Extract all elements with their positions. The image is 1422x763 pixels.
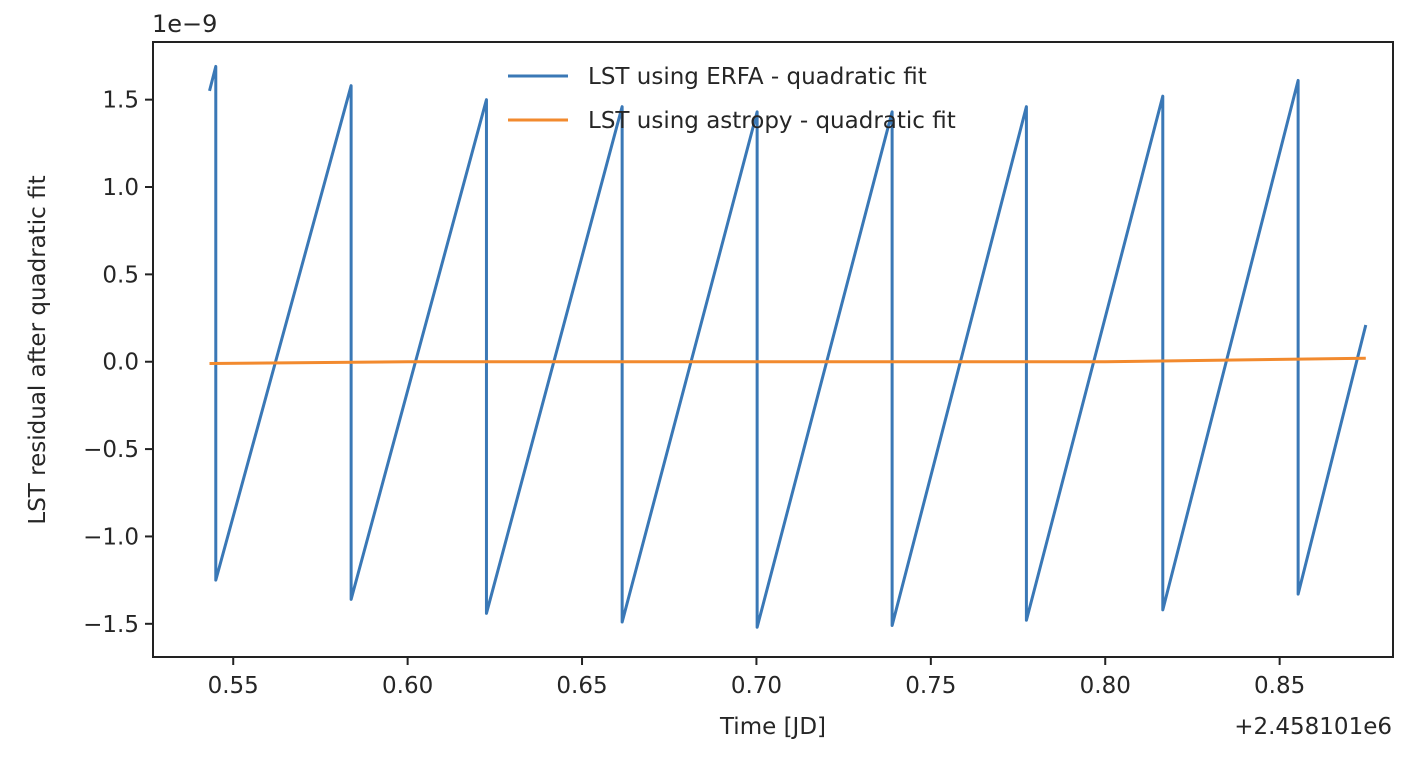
series-line-0 bbox=[208, 64, 1368, 629]
y-tick-label: −0.5 bbox=[83, 437, 139, 463]
y-scale-label: 1e−9 bbox=[152, 10, 217, 38]
x-offset-label: +2.458101e6 bbox=[1234, 714, 1392, 740]
x-tick-label: 0.70 bbox=[731, 673, 782, 699]
y-tick-label: −1.5 bbox=[83, 612, 139, 638]
legend: LST using ERFA - quadratic fit LST using… bbox=[508, 64, 956, 134]
y-tick-label: 1.0 bbox=[102, 175, 139, 201]
legend-label-erfa: LST using ERFA - quadratic fit bbox=[588, 64, 927, 90]
y-tick-label: −1.0 bbox=[83, 524, 139, 550]
x-tick-label: 0.65 bbox=[556, 673, 607, 699]
y-tick-label: 0.0 bbox=[102, 350, 139, 376]
series-line-1 bbox=[209, 356, 1366, 365]
x-tick-label: 0.60 bbox=[382, 673, 433, 699]
legend-label-astropy: LST using astropy - quadratic fit bbox=[588, 108, 956, 134]
y-tick-label: 0.5 bbox=[102, 262, 139, 288]
x-tick-label: 0.75 bbox=[905, 673, 956, 699]
x-tick-label: 0.85 bbox=[1254, 673, 1305, 699]
y-axis-label: LST residual after quadratic fit bbox=[25, 175, 51, 524]
x-axis-label: Time [JD] bbox=[719, 714, 826, 740]
x-tick-label: 0.55 bbox=[208, 673, 259, 699]
plot-frame bbox=[152, 41, 1394, 658]
y-tick-label: 1.5 bbox=[102, 88, 139, 114]
x-tick-label: 0.80 bbox=[1080, 673, 1131, 699]
